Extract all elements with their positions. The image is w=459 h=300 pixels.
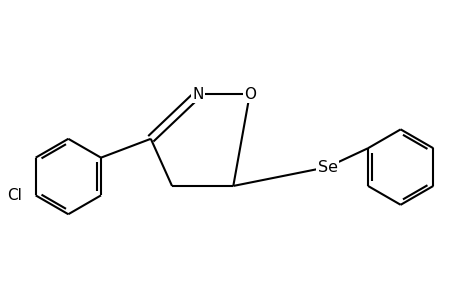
Text: Se: Se	[317, 160, 337, 175]
Text: Cl: Cl	[6, 188, 22, 203]
Text: N: N	[192, 86, 203, 101]
Text: O: O	[243, 86, 255, 101]
